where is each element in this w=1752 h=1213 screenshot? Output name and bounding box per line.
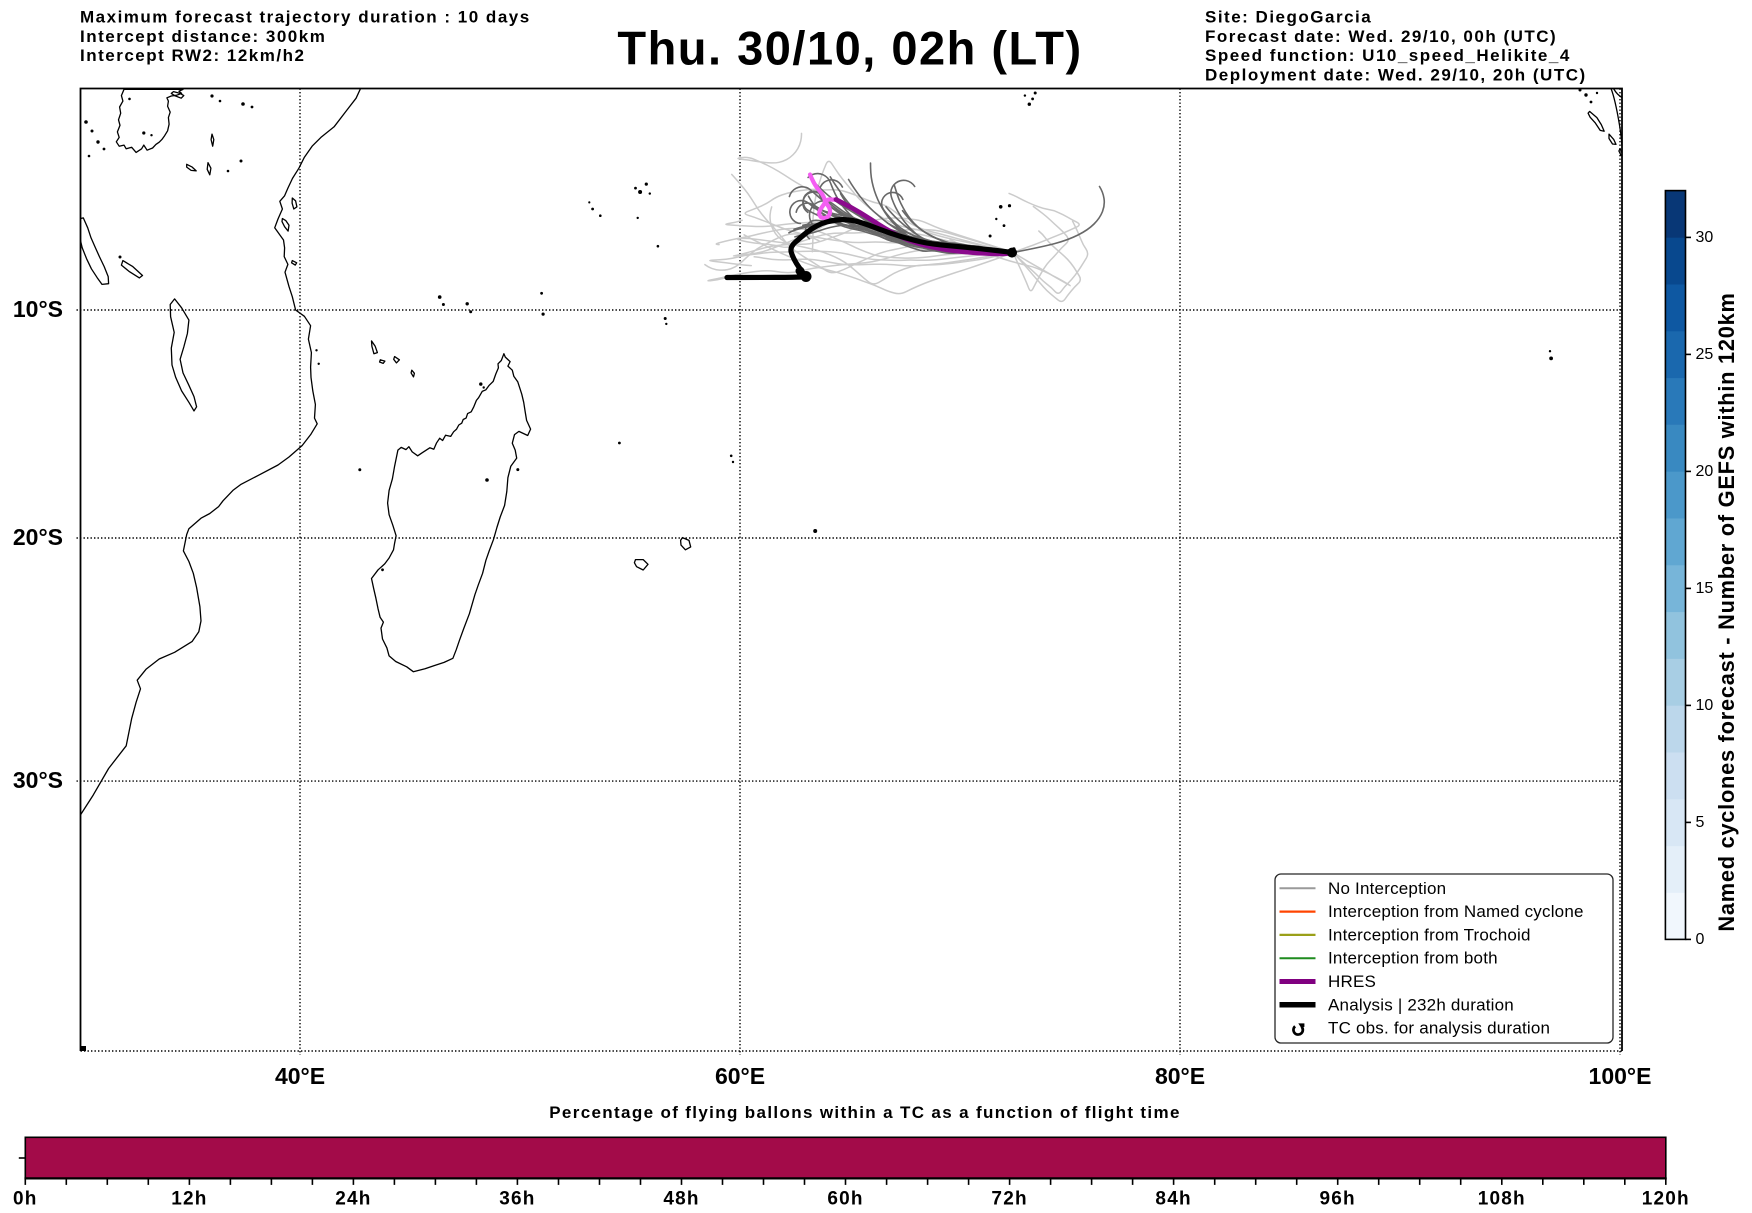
- svg-text:Speed function: U10_speed_Heli: Speed function: U10_speed_Helikite_4: [1205, 46, 1571, 65]
- svg-text:0h: 0h: [13, 1189, 38, 1210]
- svg-text:48h: 48h: [663, 1189, 699, 1210]
- svg-text:15: 15: [1696, 580, 1714, 597]
- svg-text:72h: 72h: [991, 1189, 1027, 1210]
- svg-text:30°S: 30°S: [13, 767, 63, 793]
- svg-text:Maximum forecast trajectory du: Maximum forecast trajectory duration : 1…: [80, 8, 531, 27]
- svg-text:108h: 108h: [1478, 1189, 1526, 1210]
- svg-text:Analysis | 232h duration: Analysis | 232h duration: [1328, 995, 1514, 1014]
- svg-text:60°E: 60°E: [715, 1063, 765, 1089]
- svg-text:84h: 84h: [1155, 1189, 1191, 1210]
- svg-text:5: 5: [1696, 814, 1705, 831]
- svg-text:Interception from both: Interception from both: [1328, 949, 1498, 968]
- svg-text:36h: 36h: [499, 1189, 535, 1210]
- svg-text:24h: 24h: [335, 1189, 371, 1210]
- svg-text:120h: 120h: [1642, 1189, 1690, 1210]
- svg-text:25: 25: [1696, 346, 1714, 363]
- svg-text:60h: 60h: [827, 1189, 863, 1210]
- svg-text:No Interception: No Interception: [1328, 879, 1446, 898]
- svg-text:Named cyclones forecast - Numb: Named cyclones forecast - Number of GEFS…: [1714, 292, 1739, 931]
- svg-text:30: 30: [1696, 229, 1714, 246]
- svg-text:20°S: 20°S: [13, 524, 63, 550]
- svg-text:Intercept distance: 300km: Intercept distance: 300km: [80, 27, 326, 46]
- svg-text:Thu. 30/10, 02h (LT): Thu. 30/10, 02h (LT): [617, 22, 1082, 75]
- svg-text:40°E: 40°E: [275, 1063, 325, 1089]
- svg-text:HRES: HRES: [1328, 972, 1376, 991]
- svg-text:96h: 96h: [1320, 1189, 1356, 1210]
- svg-text:100°E: 100°E: [1589, 1063, 1652, 1089]
- svg-text:0: 0: [1696, 931, 1705, 948]
- svg-text:10: 10: [1696, 697, 1714, 714]
- svg-text:Intercept RW2: 12km/h2: Intercept RW2: 12km/h2: [80, 46, 305, 65]
- svg-text:Percentage of flying ballons w: Percentage of flying ballons within a TC…: [549, 1103, 1181, 1122]
- svg-text:80°E: 80°E: [1155, 1063, 1205, 1089]
- svg-text:Site: DiegoGarcia: Site: DiegoGarcia: [1205, 8, 1372, 27]
- svg-text:12h: 12h: [171, 1189, 207, 1210]
- svg-text:Forecast date: Wed. 29/10, 00h: Forecast date: Wed. 29/10, 00h (UTC): [1205, 27, 1557, 46]
- svg-text:Interception from Trochoid: Interception from Trochoid: [1328, 925, 1531, 944]
- svg-text:20: 20: [1696, 463, 1714, 480]
- svg-text:Deployment date: Wed. 29/10, 2: Deployment date: Wed. 29/10, 20h (UTC): [1205, 65, 1587, 84]
- svg-text:Interception from Named cyclon: Interception from Named cyclone: [1328, 902, 1584, 921]
- svg-text:10°S: 10°S: [13, 296, 63, 322]
- svg-text:TC obs. for analysis duration: TC obs. for analysis duration: [1328, 1019, 1550, 1038]
